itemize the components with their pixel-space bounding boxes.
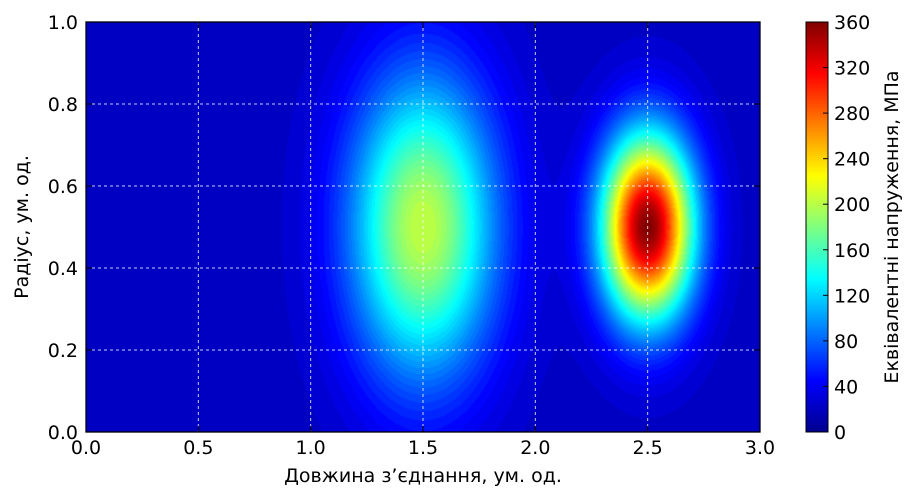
x-tick-label: 1.0	[296, 437, 326, 459]
colorbar-tick-label: 120	[834, 285, 870, 307]
colorbar-tick-label: 200	[834, 194, 870, 216]
colorbar-tick-label: 0	[834, 422, 846, 444]
colorbar-tick-label: 80	[834, 331, 858, 353]
colorbar-tick-label: 320	[834, 58, 870, 80]
grid-lines	[86, 22, 760, 432]
y-tick-label: 1.0	[48, 12, 78, 34]
colorbar-tick-label: 160	[834, 240, 870, 262]
x-tick-label: 1.5	[408, 437, 438, 459]
colorbar	[805, 21, 829, 433]
y-tick-label: 0.6	[48, 176, 78, 198]
y-tick-label: 0.8	[48, 94, 78, 116]
y-tick-label: 0.4	[48, 258, 78, 280]
y-axis-title: Радіус, ум. од.	[11, 155, 33, 299]
x-tick-label: 0.5	[183, 437, 213, 459]
colorbar-tick-label: 40	[834, 376, 858, 398]
colorbar-tick-label: 240	[834, 149, 870, 171]
y-axis: 0.0 0.2 0.4 0.6 0.8 1.0	[48, 12, 760, 444]
x-axis-title: Довжина з’єднання, ум. од.	[284, 465, 562, 487]
x-tick-label: 3.0	[745, 437, 775, 459]
colorbar-title: Еквівалентні напруження, МПа	[881, 70, 903, 383]
x-axis: 0.0 0.5 1.0 1.5 2.0 2.5 3.0	[71, 22, 775, 459]
y-tick-label: 0.0	[48, 422, 78, 444]
x-tick-label: 2.0	[520, 437, 550, 459]
colorbar-axis: 0 40 80 120 160 200 240 280 320 360	[823, 12, 870, 444]
colorbar-tick-label: 280	[834, 103, 870, 125]
x-tick-label: 0.0	[71, 437, 101, 459]
y-tick-label: 0.2	[48, 340, 78, 362]
x-tick-label: 2.5	[633, 437, 663, 459]
colorbar-tick-label: 360	[834, 12, 870, 34]
